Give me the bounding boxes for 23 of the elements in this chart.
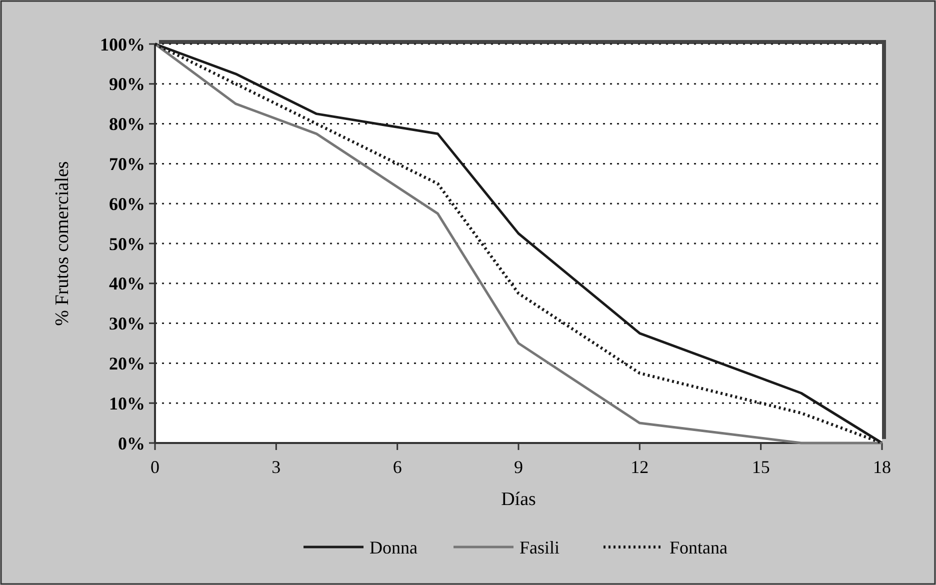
legend-label: Fasili [520, 537, 560, 558]
x-tick-label: 3 [272, 457, 281, 477]
y-tick-label: 40% [109, 274, 145, 294]
x-tick-label: 9 [514, 457, 523, 477]
y-tick-label: 70% [109, 154, 145, 174]
x-tick-label: 0 [150, 457, 160, 477]
y-tick-label: 80% [109, 114, 145, 134]
y-tick-label: 50% [109, 234, 145, 254]
y-tick-label: 60% [109, 194, 145, 214]
x-tick-label: 15 [752, 457, 770, 477]
y-axis-title: % Frutos comerciales [52, 161, 73, 326]
x-tick-label: 12 [630, 457, 649, 477]
y-tick-label: 90% [109, 74, 145, 94]
y-tick-label: 30% [109, 314, 145, 334]
y-tick-label: 20% [109, 354, 145, 374]
y-tick-label: 0% [118, 433, 145, 454]
x-tick-label: 6 [392, 457, 402, 477]
x-axis-title: Días [501, 489, 536, 510]
legend-label: Donna [370, 537, 418, 558]
y-tick-label: 100% [100, 34, 145, 54]
legend-label: Fontana [670, 537, 728, 558]
x-tick-label: 18 [873, 457, 891, 477]
y-tick-label: 10% [109, 393, 145, 414]
